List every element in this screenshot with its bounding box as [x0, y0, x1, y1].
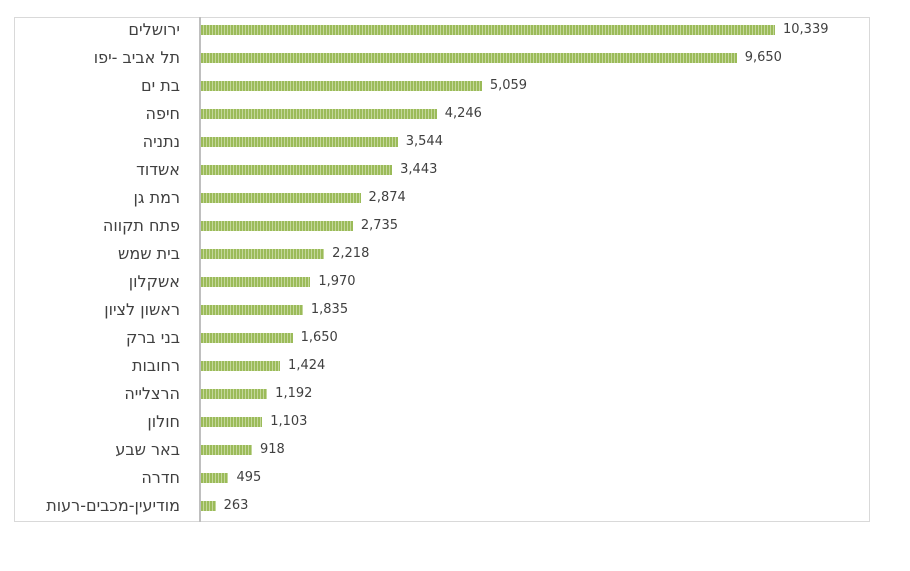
category-label: ירושלים [128, 20, 180, 39]
data-label: 1,103 [270, 414, 308, 429]
category-label: מודיעין-מכבים-רעות [46, 496, 180, 515]
category-label: תל אביב -יפו [93, 48, 180, 67]
bar [201, 53, 737, 63]
bar [201, 221, 353, 231]
bar [201, 473, 229, 483]
data-label: 3,544 [405, 134, 443, 149]
bar [201, 137, 398, 147]
bar [201, 193, 361, 203]
category-label: חולון [147, 412, 180, 431]
category-label: רמת גן [133, 188, 180, 207]
bar [201, 305, 303, 315]
chart-frame [14, 17, 870, 522]
bar [201, 333, 293, 343]
data-label: 263 [223, 498, 249, 513]
data-label: 4,246 [444, 106, 482, 121]
bar [201, 445, 252, 455]
category-label: חדרה [141, 468, 180, 487]
data-label: 1,192 [275, 386, 313, 401]
bar [201, 277, 311, 287]
category-label: בני ברק [126, 328, 180, 347]
data-label: 2,874 [368, 190, 406, 205]
category-label: אשקלון [128, 272, 180, 291]
data-label: 918 [259, 442, 285, 457]
data-label: 1,970 [318, 274, 356, 289]
category-axis-line [199, 17, 201, 522]
data-label: 10,339 [783, 22, 829, 37]
category-label: באר שבע [115, 440, 180, 459]
bar [201, 109, 437, 119]
category-label: בת ים [140, 76, 180, 95]
bar [201, 501, 216, 511]
data-label: 3,443 [400, 162, 438, 177]
data-label: 9,650 [744, 50, 782, 65]
category-label: אשדוד [136, 160, 180, 179]
category-label: נתניה [142, 132, 180, 151]
bar [201, 417, 263, 427]
category-label: רחובות [132, 356, 180, 375]
category-label: פתח תקווה [102, 216, 180, 235]
bar [201, 249, 325, 259]
category-label: ראשון לציון [104, 300, 180, 319]
data-label: 2,218 [332, 246, 370, 261]
category-label: חיפה [145, 104, 180, 123]
category-label: הרצלייה [124, 384, 180, 403]
data-label: 495 [236, 470, 262, 485]
bar [201, 389, 268, 399]
bar [201, 81, 482, 91]
bar [201, 25, 775, 35]
data-label: 1,835 [310, 302, 349, 317]
bar [201, 361, 281, 371]
data-label: 1,424 [288, 358, 326, 373]
category-label: בית שמש [118, 244, 180, 263]
data-label: 5,059 [489, 78, 528, 93]
bar [201, 165, 393, 175]
data-label: 2,735 [360, 218, 399, 233]
data-label: 1,650 [300, 330, 338, 345]
